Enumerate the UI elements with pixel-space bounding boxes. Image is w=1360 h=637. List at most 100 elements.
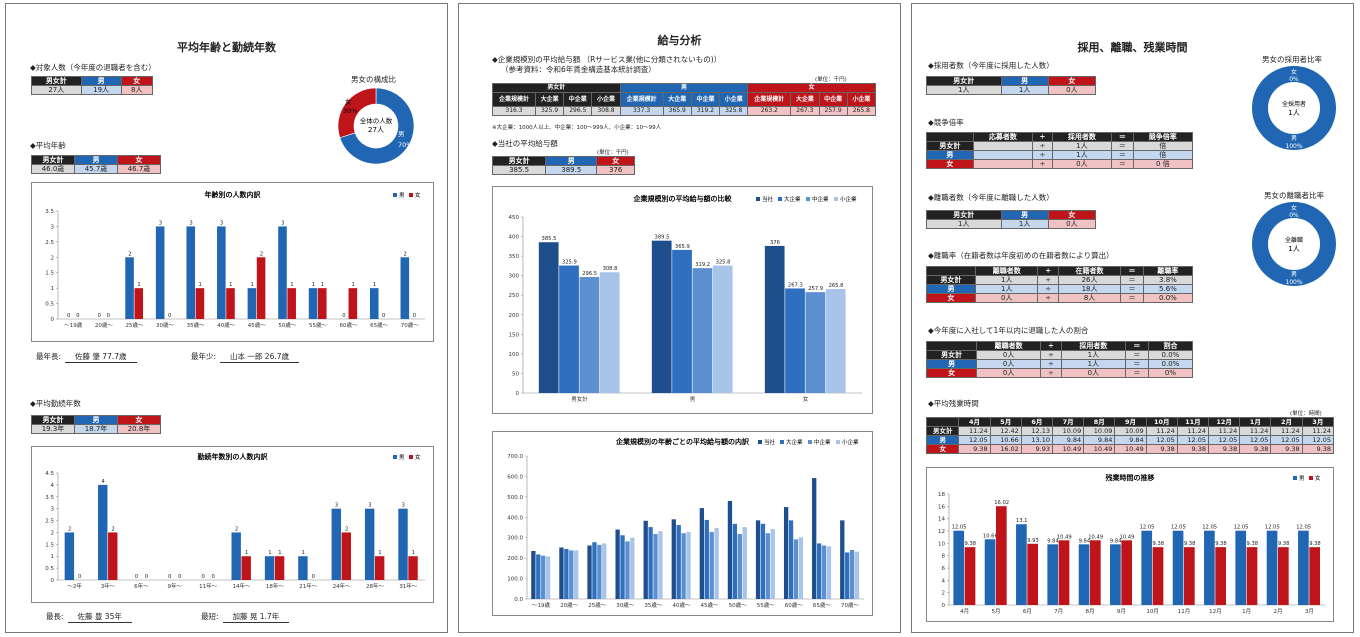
cell: 1人 <box>1051 150 1113 160</box>
salary-bar-chart: 企業規模別の平均給与額の比較 0 50 100 150 200 250 300 350 400 45… <box>509 194 862 403</box>
col-header <box>925 266 977 276</box>
legend-label: 当社 <box>764 438 776 446</box>
bar <box>541 555 546 599</box>
bar <box>398 508 408 580</box>
col-header: 採用者数 <box>1060 341 1126 351</box>
y-tick-label: 16 <box>938 504 945 510</box>
y-tick-label: 300 <box>509 274 520 280</box>
bar <box>155 226 165 319</box>
bar <box>574 550 579 599</box>
row-header: 男女計 <box>925 275 977 285</box>
data-label: 12.05 <box>1234 525 1249 531</box>
col-header: 競争倍率 <box>1132 132 1194 142</box>
chart-title: 企業規模別の平均給与額の比較 <box>633 194 733 203</box>
data-label: 325.9 <box>562 260 577 266</box>
y-tick-label: 6 <box>942 566 946 572</box>
donut-slice-male <box>1252 66 1336 150</box>
bar <box>1047 544 1059 605</box>
legend-label: 大企業 <box>784 195 801 203</box>
data-label: 12.05 <box>1265 525 1280 531</box>
bar <box>653 534 658 599</box>
data-label: 0 <box>382 313 385 319</box>
legend-swatch <box>778 197 782 201</box>
y-tick-label: 500.0 <box>507 495 523 501</box>
chart-title: 勤続年数別の人数内訳 <box>198 452 269 461</box>
oldest-value: 佐藤 肇 77.7歳 <box>65 351 137 363</box>
x-tick-label: 30歳〜 <box>156 321 174 329</box>
cell: 10.09 <box>1083 426 1116 436</box>
data-label: 0 <box>342 313 345 319</box>
bar <box>770 529 775 599</box>
cell: ＝ <box>1111 159 1134 169</box>
cell: 0人 <box>976 359 1041 369</box>
section-own-salary: ◆当社の平均給与額 <box>492 139 558 148</box>
y-tick-label: 0 <box>51 317 55 323</box>
bar <box>256 257 266 319</box>
first-year-table: 離職者数 ÷ 採用者数＝割合 男女計 0人 ÷ 1人＝ 0.0% 男 0人 ÷ 1人＝ 0.0% 女 0人 ÷… <box>925 341 1194 378</box>
donut-center-label: 全採用者 <box>1282 100 1306 108</box>
y-tick-label: 12 <box>938 529 945 535</box>
data-label: 12.05 <box>1140 525 1155 531</box>
y-tick-label: 0.5 <box>45 302 54 308</box>
bar <box>742 527 747 599</box>
legend-label: 大企業 <box>786 438 803 446</box>
scale-value: 325.8 <box>719 106 749 116</box>
own-salary-table: 男女計男女 385.5 389.5 376 <box>491 156 635 175</box>
donut-slice-male <box>1252 202 1336 286</box>
month-header: 10月 <box>1145 417 1178 427</box>
bar <box>1215 547 1227 605</box>
cell <box>972 141 1034 151</box>
bar <box>840 520 845 599</box>
data-label: 0 <box>168 313 171 319</box>
x-tick-label: 7月 <box>1054 608 1063 615</box>
bar <box>247 288 257 319</box>
col-header: ÷ <box>1032 132 1053 142</box>
cell: 9.93 <box>1020 444 1054 454</box>
y-tick-label: 3 <box>51 224 55 230</box>
data-label: 9.38 <box>1278 541 1290 547</box>
y-tick-label: 14 <box>938 517 945 523</box>
bar <box>1266 530 1278 605</box>
legend-swatch <box>758 440 762 444</box>
sub-header: 大企業 <box>790 92 820 107</box>
y-tick-label: 4 <box>942 578 946 584</box>
value-total: 385.5 <box>491 165 547 175</box>
bar <box>732 523 738 599</box>
bar <box>1172 530 1184 605</box>
donut-female-pct: 30% <box>343 107 357 115</box>
bar <box>765 533 771 599</box>
x-tick-label: 男 <box>690 396 696 403</box>
sub-header: 小企業 <box>591 92 621 107</box>
y-tick-label: 1 <box>51 286 55 292</box>
legend-label: 女 <box>1315 474 1321 482</box>
month-header: 7月 <box>1051 417 1085 427</box>
bar <box>692 268 713 393</box>
data-label: 0 <box>135 574 138 580</box>
cell: ＝ <box>1111 150 1134 160</box>
bar <box>559 265 579 393</box>
cell: ÷ <box>1037 275 1059 285</box>
bar <box>1204 530 1215 605</box>
cell: 1人 <box>975 284 1039 294</box>
legend-swatch <box>808 440 812 444</box>
data-label: 3 <box>159 220 162 226</box>
y-tick-label: 400.0 <box>507 515 523 521</box>
bar <box>374 556 385 580</box>
value-male: 1人 <box>1000 85 1049 95</box>
x-tick-label: 12月 <box>1209 608 1222 615</box>
cell: 9.38 <box>1301 444 1335 454</box>
bar <box>805 292 826 393</box>
x-tick-label: 3年〜 <box>101 582 116 590</box>
page-title: 採用、離職、残業時間 <box>1077 41 1188 54</box>
value-male: 18.7年 <box>74 424 118 434</box>
value-female: 376 <box>596 165 635 175</box>
corner-cell <box>925 417 960 427</box>
turnover-rate-table: 離職者数 ÷ 在籍者数＝離職率 男女計 1人 ÷ 26人＝ 3.8% 男 1人 ÷ 18人＝ 5.6% 女… <box>925 266 1194 303</box>
x-tick-label: 20歳〜 <box>95 321 113 329</box>
data-label: 10.49 <box>1120 534 1135 540</box>
header-total: 男女計 <box>491 156 547 166</box>
donut-center-value: 1人 <box>1288 109 1299 117</box>
x-tick-label: 3月 <box>1305 608 1314 615</box>
bar <box>953 530 965 605</box>
unit-label: (単位：千円) <box>815 77 847 83</box>
